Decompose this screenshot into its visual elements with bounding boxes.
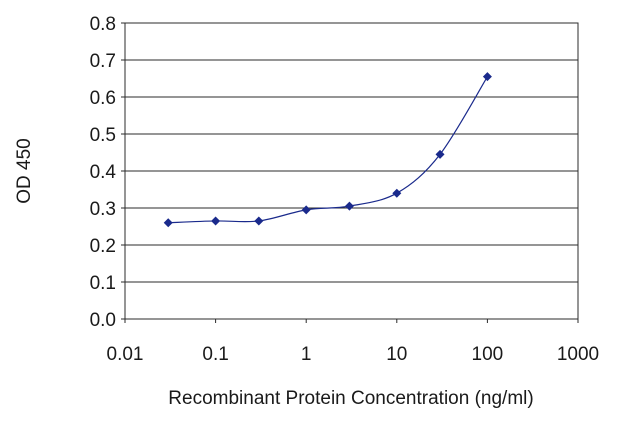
y-axis-title: OD 450 — [14, 138, 35, 203]
data-point-marker — [163, 218, 173, 228]
gridlines — [125, 59, 578, 283]
y-tick-label: 0.8 — [90, 14, 116, 35]
x-tick-label: 1000 — [557, 344, 599, 365]
series-curve — [168, 76, 488, 224]
x-axis-title: Recombinant Protein Concentration (ng/ml… — [168, 388, 533, 409]
y-tick-label: 0.6 — [90, 88, 116, 109]
y-tick-label: 0.7 — [90, 51, 116, 72]
y-ticks: 0.0 0.1 0.2 0.3 0.4 0.5 0.6 0.7 0.8 — [90, 14, 125, 331]
data-point-marker — [482, 72, 492, 82]
y-tick-label: 0.1 — [90, 273, 116, 294]
y-tick-label: 0.5 — [90, 125, 116, 146]
y-tick-label: 0.0 — [90, 310, 116, 331]
x-tick-label: 0.01 — [107, 344, 144, 365]
data-point-marker — [344, 201, 354, 211]
y-tick-label: 0.4 — [90, 162, 117, 183]
data-point-marker — [301, 205, 311, 215]
x-tick-label: 100 — [472, 344, 504, 365]
y-tick-label: 0.2 — [90, 236, 116, 257]
data-point-marker — [254, 216, 264, 226]
x-ticks: 0.01 0.1 1 10 100 1000 — [107, 319, 599, 365]
data-point-marker — [435, 149, 445, 159]
y-tick-label: 0.3 — [90, 199, 116, 220]
x-tick-label: 10 — [386, 344, 407, 365]
series-markers — [163, 72, 492, 228]
data-point-marker — [392, 188, 402, 198]
data-point-marker — [211, 216, 221, 226]
x-tick-label: 0.1 — [202, 344, 228, 365]
x-tick-label: 1 — [301, 344, 312, 365]
